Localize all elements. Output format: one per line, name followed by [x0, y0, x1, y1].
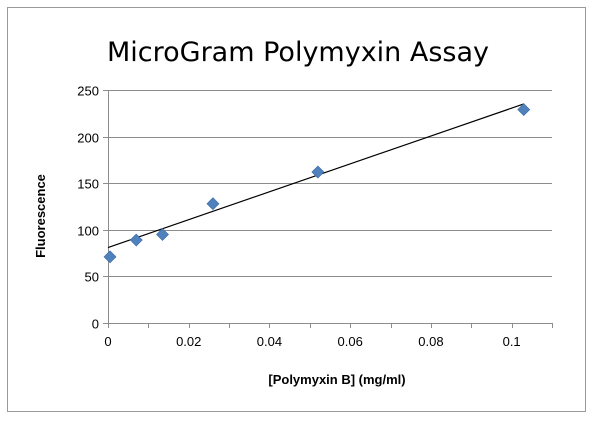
scatter-chart: MicroGram Polymyxin Assay 0 50 100 150 200 25… [33, 37, 553, 387]
x-tick-label-4: 0.08 [418, 334, 443, 349]
y-tick-label-5: 250 [77, 84, 99, 99]
y-tick-label-4: 200 [77, 131, 99, 146]
axes [103, 90, 553, 328]
x-tick-label-5: 0.1 [503, 334, 521, 349]
y-tick-label-3: 150 [77, 177, 99, 192]
data-point [206, 197, 220, 211]
data-point [103, 250, 117, 264]
data-point [129, 233, 143, 247]
gridlines [108, 90, 552, 277]
y-tick-label-2: 100 [77, 224, 99, 239]
data-point [311, 165, 325, 179]
x-tick-label-0: 0 [104, 334, 111, 349]
chart-title: MicroGram Polymyxin Assay [107, 37, 489, 68]
tick-labels: 0 50 100 150 200 250 0 0.02 0.04 0.06 0.08 0.1 [77, 84, 520, 350]
x-tick-label-3: 0.06 [338, 334, 363, 349]
data-point [517, 103, 531, 116]
x-tick-label-2: 0.04 [257, 334, 282, 349]
y-tick-label-1: 50 [85, 270, 99, 285]
data-point [156, 228, 169, 241]
data-points [103, 103, 531, 264]
y-tick-label-0: 0 [92, 317, 99, 332]
x-tick-label-1: 0.02 [176, 334, 201, 349]
chart-area: MicroGram Polymyxin Assay 0 50 100 150 200 25… [7, 7, 586, 412]
x-axis-title: [Polymyxin B] (mg/ml) [268, 372, 405, 387]
y-axis-title: Fluorescence [33, 174, 48, 258]
